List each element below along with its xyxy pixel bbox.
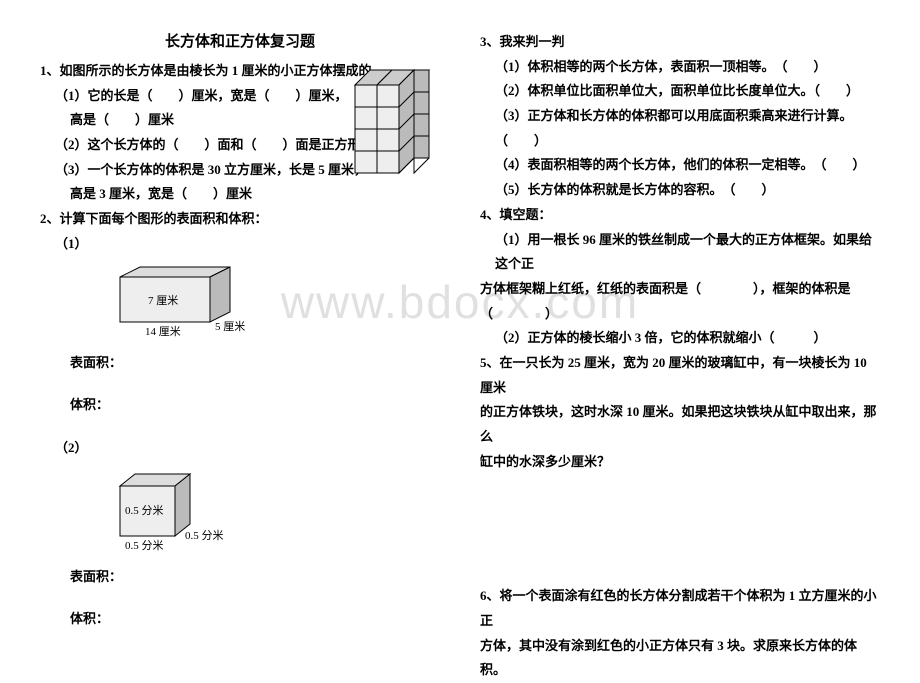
q5: 5、在一只长为 25 厘米，宽为 20 厘米的玻璃缸中，有一块棱长为 10 厘米	[480, 351, 880, 400]
figure-box1: 7 厘米 14 厘米 5 厘米	[90, 262, 440, 346]
box2-h: 0.5 分米	[125, 504, 164, 517]
q4-1b: 方体框架糊上红纸，红纸的表面积是（ ），框架的体积是（ ）	[480, 277, 880, 326]
q6b: 方体，其中没有涂到红色的小正方体只有 3 块。求原来长方体的体积。	[480, 634, 880, 683]
q4-2: （2）正方体的棱长缩小 3 倍，它的体积就缩小（ ）	[480, 326, 880, 351]
q2-1: （1）	[40, 232, 440, 257]
q4: 4、填空题：	[480, 203, 880, 228]
q2: 2、计算下面每个图形的表面积和体积：	[40, 207, 440, 232]
box2-d: 0.5 分米	[185, 529, 224, 542]
q2-2: （2）	[40, 436, 440, 461]
box1-h: 7 厘米	[148, 294, 178, 307]
surf1: 表面积：	[40, 351, 440, 376]
q3-1: （1）体积相等的两个长方体，表面积一顶相等。 （ ）	[480, 55, 880, 80]
right-column: 3、我来判一判 （1）体积相等的两个长方体，表面积一顶相等。 （ ） （2）体积…	[480, 30, 880, 683]
box2-w: 0.5 分米	[125, 539, 164, 552]
left-column: 长方体和正方体复习题 1、如图所示的长方体是由棱长为 1 厘米的小正方体摆成的。…	[40, 30, 440, 683]
figure-box2: 0.5 分米 0.5 分米 0.5 分米	[90, 466, 440, 560]
doc-title: 长方体和正方体复习题	[40, 30, 440, 51]
box1-w: 14 厘米	[145, 325, 181, 338]
q3-2: （2）体积单位比面积单位大，面积单位比长度单位大。（ ）	[480, 79, 880, 104]
q6: 6、将一个表面涂有红色的长方体分割成若干个体积为 1 立方厘米的小正	[480, 584, 880, 633]
q5c: 缸中的水深多少厘米？	[480, 450, 880, 475]
q3: 3、我来判一判	[480, 30, 880, 55]
q3-4: （4）表面积相等的两个长方体，他们的体积一定相等。 （ ）	[480, 153, 880, 178]
q3-3: （3）正方体和长方体的体积都可以用底面积乘高来进行计算。（ ）	[480, 104, 880, 153]
q5b: 的正方体铁块，这时水深 10 厘米。如果把这块铁块从缸中取出来，那么	[480, 400, 880, 449]
vol2: 体积：	[40, 607, 440, 632]
q4-1: （1）用一根长 96 厘米的铁丝制成一个最大的正方体框架。如果给这个正	[480, 228, 880, 277]
surf2: 表面积：	[40, 565, 440, 590]
vol1: 体积：	[40, 393, 440, 418]
q3-5: （5）长方体的体积就是长方体的容积。 （ ）	[480, 178, 880, 203]
figure-cubes	[345, 60, 440, 194]
box1-d: 5 厘米	[215, 320, 245, 333]
